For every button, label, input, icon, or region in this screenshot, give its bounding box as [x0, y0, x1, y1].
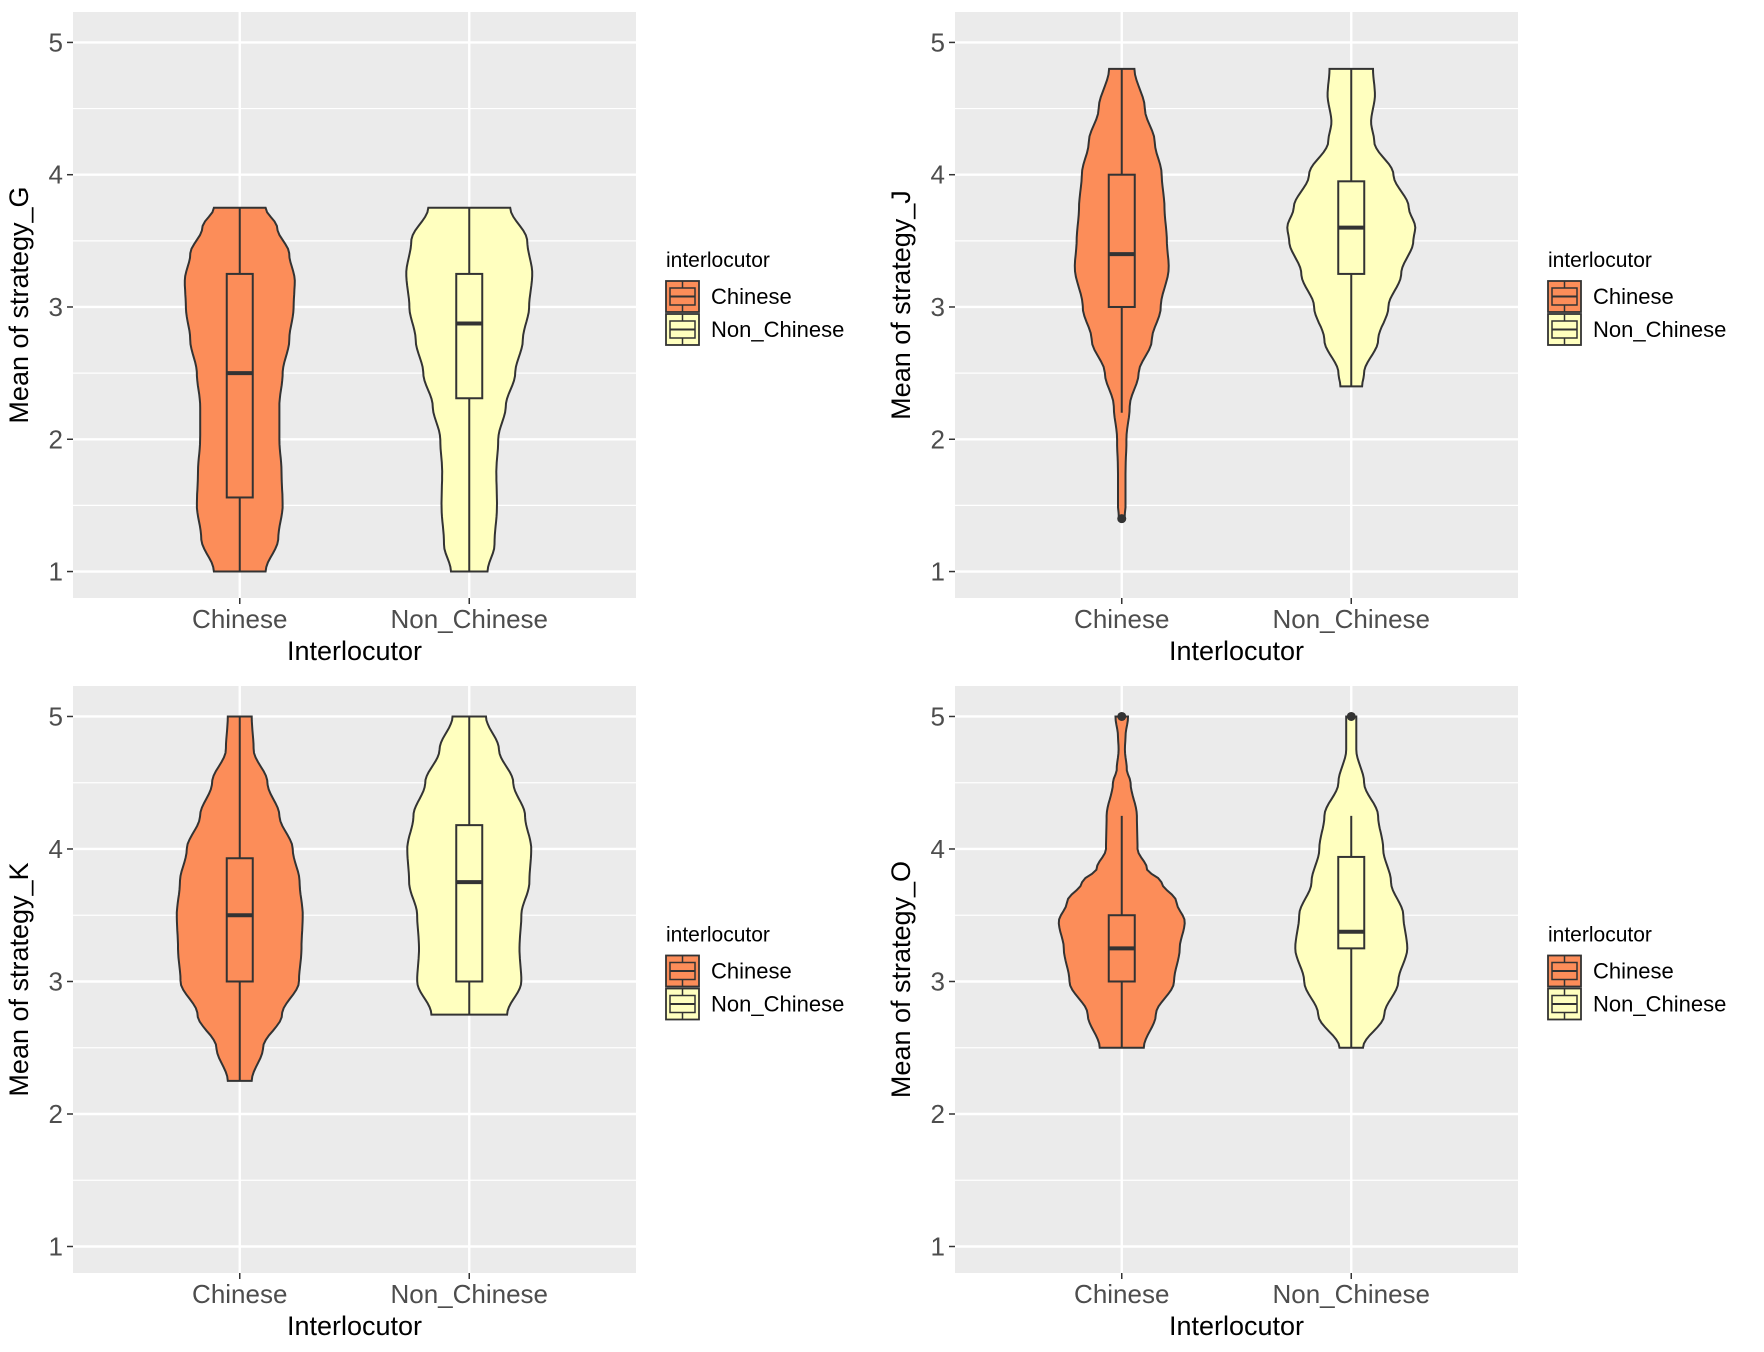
y-tick-label: 5: [931, 27, 945, 57]
x-tick-label: Chinese: [1074, 604, 1169, 634]
box: [225, 272, 254, 499]
outlier-point: [1346, 711, 1356, 721]
legend-key: [1547, 280, 1582, 313]
legend-key: [1547, 313, 1582, 346]
legend-label: Chinese: [711, 284, 792, 309]
y-tick-label: 2: [49, 1099, 63, 1129]
legend-label: Non_Chinese: [1593, 992, 1726, 1017]
legend: interlocutor Chinese Non_Chinese: [665, 924, 844, 1021]
y-tick-label: 2: [49, 424, 63, 454]
x-axis-title: Interlocutor: [1169, 1311, 1304, 1341]
legend-key: [1547, 987, 1582, 1021]
panel-background: [73, 686, 636, 1273]
x-tick-label: Chinese: [192, 604, 287, 634]
legend-key: [1547, 954, 1582, 988]
x-tick-label: Non_Chinese: [1272, 1279, 1430, 1309]
panel-background: [955, 12, 1518, 598]
panel-background: [73, 12, 636, 598]
x-tick-label: Chinese: [1074, 1279, 1169, 1309]
y-axis-title: Mean of strategy_O: [886, 861, 916, 1098]
x-tick-label: Non_Chinese: [390, 1279, 548, 1309]
box: [1107, 173, 1136, 308]
y-tick-label: 4: [931, 834, 945, 864]
box: [1337, 855, 1366, 950]
legend-label: Chinese: [1593, 284, 1674, 309]
legend-key: [665, 313, 700, 346]
legend-key: [665, 954, 700, 988]
box: [225, 857, 254, 983]
y-tick-label: 1: [931, 1231, 945, 1261]
legend-title: interlocutor: [1548, 249, 1652, 272]
y-tick-label: 4: [49, 160, 63, 190]
legend-label: Non_Chinese: [1593, 317, 1726, 342]
panel-background: [955, 686, 1518, 1273]
y-tick-label: 5: [49, 27, 63, 57]
legend-title: interlocutor: [666, 924, 770, 947]
y-tick-label: 1: [931, 557, 945, 587]
x-axis-title: Interlocutor: [1169, 636, 1304, 666]
x-tick-label: Chinese: [192, 1279, 287, 1309]
y-tick-label: 2: [931, 1099, 945, 1129]
outlier-point: [1117, 514, 1127, 524]
legend-key: [665, 987, 700, 1021]
legend: interlocutor Chinese Non_Chinese: [1547, 924, 1726, 1021]
y-tick-label: 4: [49, 834, 63, 864]
box: [455, 272, 484, 400]
x-tick-label: Non_Chinese: [1272, 604, 1430, 634]
y-tick-label: 5: [49, 701, 63, 731]
box: [455, 824, 484, 983]
y-tick-label: 3: [49, 292, 63, 322]
y-tick-label: 1: [49, 1231, 63, 1261]
y-axis-title: Mean of strategy_G: [4, 186, 34, 423]
y-tick-label: 3: [49, 966, 63, 996]
legend: interlocutor Chinese Non_Chinese: [665, 249, 844, 346]
legend-title: interlocutor: [666, 249, 770, 272]
legend: interlocutor Chinese Non_Chinese: [1547, 249, 1726, 346]
legend-label: Chinese: [1593, 959, 1674, 984]
x-tick-label: Non_Chinese: [390, 604, 548, 634]
y-tick-label: 4: [931, 160, 945, 190]
y-tick-label: 2: [931, 424, 945, 454]
y-tick-label: 3: [931, 966, 945, 996]
legend-label: Chinese: [711, 959, 792, 984]
legend-label: Non_Chinese: [711, 317, 844, 342]
y-axis-title: Mean of strategy_K: [4, 862, 34, 1096]
y-tick-label: 5: [931, 701, 945, 731]
y-tick-label: 1: [49, 557, 63, 587]
y-tick-label: 3: [931, 292, 945, 322]
outlier-point: [1117, 711, 1127, 721]
legend-label: Non_Chinese: [711, 992, 844, 1017]
x-axis-title: Interlocutor: [287, 636, 422, 666]
legend-key: [665, 280, 700, 313]
y-axis-title: Mean of strategy_J: [886, 190, 916, 420]
x-axis-title: Interlocutor: [287, 1311, 422, 1341]
legend-title: interlocutor: [1548, 924, 1652, 947]
